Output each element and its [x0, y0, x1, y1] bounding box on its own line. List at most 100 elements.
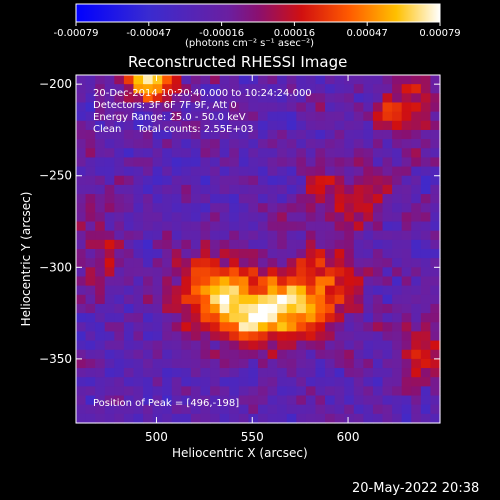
date-stamp: 20-May-2022 20:38 — [352, 481, 480, 496]
heatmap-cell — [238, 377, 250, 387]
heatmap-cell — [392, 322, 403, 333]
heatmap-cell — [382, 331, 393, 342]
heatmap-cell — [344, 184, 355, 195]
heatmap-cell — [200, 331, 211, 342]
heatmap-cell — [286, 368, 297, 378]
heatmap-cell — [85, 175, 96, 186]
heatmap-cell — [181, 148, 192, 159]
heatmap-cell — [114, 340, 125, 351]
heatmap-cell — [420, 212, 432, 223]
heatmap-cell — [238, 239, 250, 250]
heatmap-cell — [401, 285, 412, 296]
heatmap-cell — [372, 368, 384, 378]
heatmap-cell — [315, 157, 326, 168]
heatmap-cell — [143, 267, 154, 278]
heatmap-cell — [363, 239, 374, 250]
heatmap-cell — [114, 303, 125, 314]
heatmap-cell — [420, 413, 432, 424]
heatmap-cell — [344, 175, 355, 186]
heatmap-cell — [305, 230, 317, 241]
heatmap-cell — [143, 102, 154, 113]
heatmap-cell — [238, 413, 250, 424]
heatmap-cell — [296, 285, 307, 296]
heatmap-cell — [171, 148, 182, 159]
heatmap-cell — [382, 258, 393, 268]
heatmap-cell — [219, 303, 230, 314]
heatmap-cell — [305, 175, 317, 186]
heatmap-cell — [325, 84, 336, 94]
heatmap-cell — [152, 331, 163, 342]
heatmap-cell — [171, 221, 182, 232]
heatmap-cell — [85, 413, 96, 424]
heatmap-cell — [123, 258, 135, 268]
heatmap-cell — [248, 249, 259, 259]
heatmap-cell — [382, 413, 393, 424]
heatmap-cell — [353, 129, 364, 140]
heatmap-cell — [85, 212, 96, 223]
heatmap-cell — [190, 276, 202, 287]
heatmap-cell — [305, 75, 317, 85]
heatmap-cell — [344, 230, 355, 241]
heatmap-cell — [430, 404, 441, 415]
heatmap-cell — [162, 413, 173, 424]
heatmap-cell — [401, 267, 412, 278]
heatmap-cell — [210, 221, 221, 232]
heatmap-cell — [344, 194, 355, 204]
heatmap-cell — [85, 129, 96, 140]
heatmap-cell — [210, 93, 221, 104]
heatmap-cell — [248, 203, 259, 213]
heatmap-cell — [238, 184, 250, 195]
heatmap-cell — [334, 166, 345, 177]
heatmap-cell — [411, 166, 422, 177]
heatmap-cell — [210, 340, 221, 351]
heatmap-cell — [382, 294, 393, 305]
heatmap-cell — [430, 349, 441, 360]
heatmap-cell — [171, 75, 182, 85]
heatmap-cell — [296, 258, 307, 268]
heatmap-cell — [238, 129, 250, 140]
heatmap-cell — [229, 175, 240, 186]
heatmap-cell — [238, 203, 250, 213]
heatmap-cell — [344, 120, 355, 131]
heatmap-cell — [277, 129, 288, 140]
heatmap-cell — [353, 157, 364, 168]
heatmap-cell — [344, 84, 355, 94]
heatmap-cell — [85, 184, 96, 195]
heatmap-cell — [219, 184, 230, 195]
heatmap-cell — [315, 258, 326, 268]
x-axis-label: Heliocentric X (arcsec) — [172, 446, 308, 460]
heatmap-cell — [114, 84, 125, 94]
heatmap-cell — [286, 249, 297, 259]
heatmap-cell — [238, 285, 250, 296]
heatmap-cell — [325, 276, 336, 287]
heatmap-cell — [219, 102, 230, 113]
heatmap-cell — [181, 239, 192, 250]
heatmap-cell — [171, 84, 182, 94]
heatmap-cell — [363, 413, 374, 424]
heatmap-cell — [123, 148, 135, 159]
heatmap-cell — [114, 239, 125, 250]
heatmap-cell — [152, 358, 163, 369]
heatmap-cell — [229, 148, 240, 159]
heatmap-cell — [305, 358, 317, 369]
heatmap-cell — [392, 267, 403, 278]
heatmap-cell — [267, 203, 278, 213]
heatmap-cell — [382, 111, 393, 122]
heatmap-cell — [95, 139, 106, 149]
heatmap-cell — [363, 230, 374, 241]
heatmap-cell — [238, 221, 250, 232]
heatmap-cell — [219, 129, 230, 140]
heatmap-cell — [286, 294, 297, 305]
heatmap-cell — [152, 303, 163, 314]
heatmap-cell — [123, 111, 135, 122]
heatmap-cell — [334, 175, 345, 186]
heatmap-cell — [334, 239, 345, 250]
heatmap-cell — [229, 340, 240, 351]
heatmap-cell — [344, 203, 355, 213]
heatmap-cell — [152, 239, 163, 250]
heatmap-cell — [133, 358, 144, 369]
heatmap-cell — [363, 93, 374, 104]
heatmap-cell — [315, 331, 326, 342]
heatmap-cell — [325, 313, 336, 323]
heatmap-cell — [392, 221, 403, 232]
